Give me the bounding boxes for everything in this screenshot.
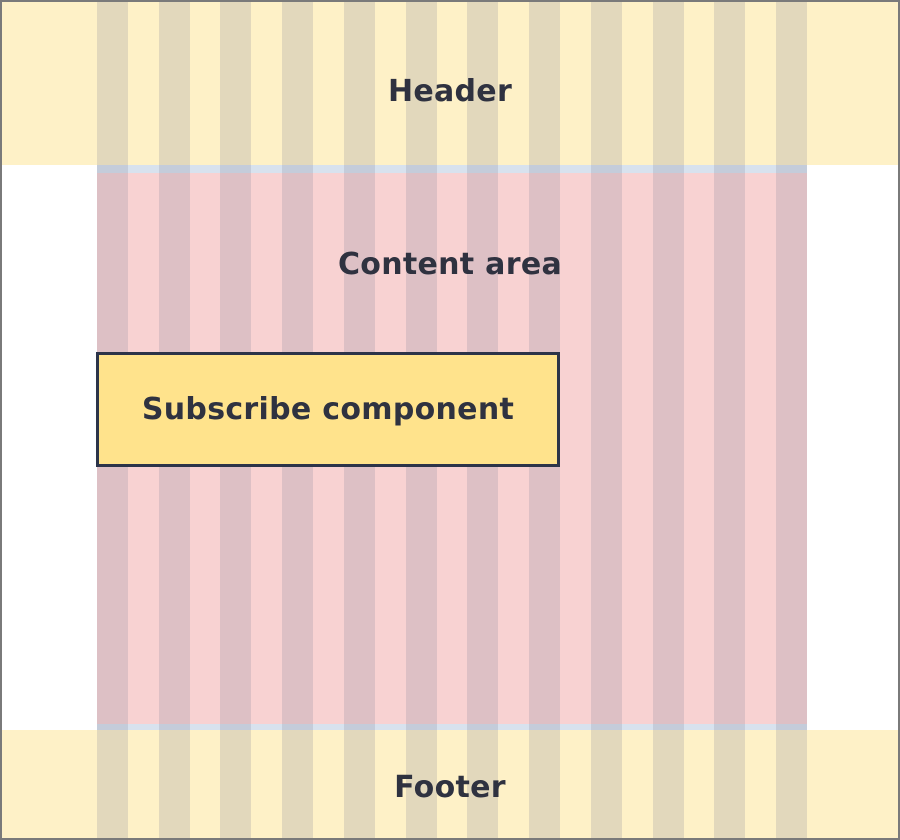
header-label: Header xyxy=(387,74,513,109)
subscribe-component: Subscribe component xyxy=(96,352,560,467)
footer-region xyxy=(2,730,898,838)
header-region xyxy=(2,2,898,165)
footer-label: Footer xyxy=(394,770,506,805)
content-area-label: Content area xyxy=(337,247,563,282)
subscribe-component-label: Subscribe component xyxy=(141,392,515,427)
